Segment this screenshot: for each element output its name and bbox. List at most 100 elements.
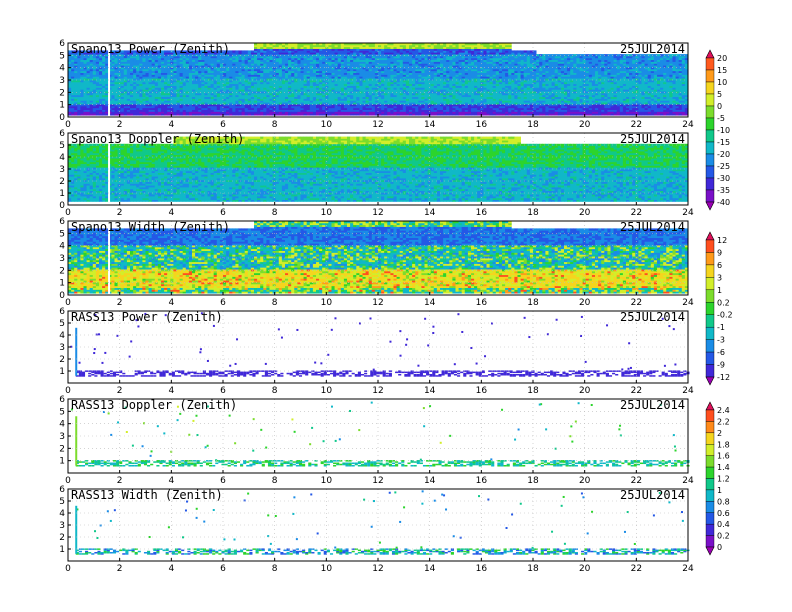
y-tick-label: 3 <box>59 432 65 442</box>
x-tick-label: 14 <box>424 386 436 396</box>
y-tick-label: 2 <box>59 88 65 98</box>
colorbar-segment <box>706 252 714 264</box>
colorbar-segment <box>706 524 714 535</box>
colorbar-label: 1 <box>717 286 722 295</box>
panel-title: RASS13 Doppler (Zenith) <box>71 398 237 412</box>
colorbar-label: -20 <box>717 150 730 159</box>
colorbar-label: 1.8 <box>717 440 730 449</box>
y-tick-label: 3 <box>59 254 65 264</box>
x-tick-label: 24 <box>682 386 694 396</box>
colorbar-segment <box>706 302 714 314</box>
x-tick-label: 8 <box>272 564 278 574</box>
x-tick-label: 16 <box>476 386 488 396</box>
y-tick-label: 0 <box>59 113 65 123</box>
panel-title: Spano13 Power (Zenith) <box>71 42 230 56</box>
x-tick-label: 2 <box>117 120 123 130</box>
y-tick-label: 6 <box>59 129 65 139</box>
panel-date: 25JUL2014 <box>620 398 685 412</box>
y-tick-label: 5 <box>59 497 65 507</box>
colorbar-label: -30 <box>717 174 730 183</box>
x-tick-label: 6 <box>220 298 226 308</box>
colorbar-segment <box>706 142 714 154</box>
y-tick-label: 3 <box>59 521 65 531</box>
colorbar-label: 1.2 <box>717 475 730 484</box>
x-tick-label: 0 <box>65 120 71 130</box>
x-tick-label: 6 <box>220 564 226 574</box>
colorbar-label: -15 <box>717 138 730 147</box>
colorbar-segment <box>706 106 714 118</box>
x-tick-label: 22 <box>631 120 642 130</box>
colorbar-segment <box>706 513 714 524</box>
panel-date: 25JUL2014 <box>620 310 685 324</box>
colorbar-bottom-arrow <box>706 202 714 210</box>
panel-title: RASS13 Power (Zenith) <box>71 310 223 324</box>
colorbar-segment <box>706 190 714 202</box>
x-tick-label: 20 <box>579 120 591 130</box>
x-tick-label: 12 <box>372 298 383 308</box>
x-tick-label: 24 <box>682 298 694 308</box>
colorbar-label: 2.2 <box>717 417 730 426</box>
colorbar-label: 2 <box>717 429 722 438</box>
x-tick-label: 12 <box>372 120 383 130</box>
colorbar-segment <box>706 277 714 289</box>
y-tick-label: 1 <box>59 367 65 377</box>
colorbar-segment <box>706 118 714 130</box>
panel-title: RASS13 Width (Zenith) <box>71 488 223 502</box>
x-tick-label: 24 <box>682 476 694 486</box>
x-tick-label: 20 <box>579 298 591 308</box>
colorbar-segment <box>706 421 714 432</box>
colorbar-label: -40 <box>717 198 730 207</box>
colorbar-segment <box>706 327 714 339</box>
x-tick-label: 22 <box>631 564 642 574</box>
x-tick-label: 10 <box>321 208 333 218</box>
colorbar-segment <box>706 154 714 166</box>
x-tick-label: 2 <box>117 298 123 308</box>
x-tick-label: 18 <box>527 208 539 218</box>
colorbar-label: 0.2 <box>717 532 730 541</box>
colorbar-top-arrow <box>706 402 714 410</box>
colorbar-segment <box>706 410 714 421</box>
y-tick-label: 4 <box>59 64 65 74</box>
colorbar-top-arrow <box>706 232 714 240</box>
x-tick-label: 0 <box>65 476 71 486</box>
y-tick-label: 2 <box>59 266 65 276</box>
y-tick-label: 5 <box>59 229 65 239</box>
y-tick-label: 4 <box>59 420 65 430</box>
x-tick-label: 20 <box>579 208 591 218</box>
y-tick-label: 4 <box>59 242 65 252</box>
colorbar-segment <box>706 501 714 512</box>
x-tick-label: 4 <box>168 476 174 486</box>
x-tick-label: 4 <box>168 386 174 396</box>
colorbar-label: 15 <box>717 66 727 75</box>
colorbar-label: 6 <box>717 261 722 270</box>
colorbar-label: -35 <box>717 186 730 195</box>
y-tick-label: 3 <box>59 76 65 86</box>
x-tick-label: 2 <box>117 564 123 574</box>
x-tick-label: 22 <box>631 208 642 218</box>
panel-date: 25JUL2014 <box>620 488 685 502</box>
x-tick-label: 10 <box>321 386 333 396</box>
x-tick-label: 4 <box>168 120 174 130</box>
colorbar-label: 1.6 <box>717 452 730 461</box>
colorbar-segment <box>706 340 714 352</box>
colorbar-label: 0 <box>717 543 722 552</box>
x-tick-label: 0 <box>65 564 71 574</box>
x-tick-label: 14 <box>424 476 436 486</box>
y-tick-label: 3 <box>59 165 65 175</box>
colorbar-label: 0 <box>717 102 722 111</box>
y-tick-label: 3 <box>59 343 65 353</box>
colorbar-bottom-arrow <box>706 547 714 555</box>
x-tick-label: 2 <box>117 386 123 396</box>
colorbar-segment <box>706 94 714 106</box>
x-tick-label: 2 <box>117 208 123 218</box>
x-tick-label: 6 <box>220 120 226 130</box>
y-tick-label: 5 <box>59 141 65 151</box>
x-tick-label: 8 <box>272 208 278 218</box>
colorbar-segment <box>706 178 714 190</box>
colorbar-segment <box>706 365 714 377</box>
